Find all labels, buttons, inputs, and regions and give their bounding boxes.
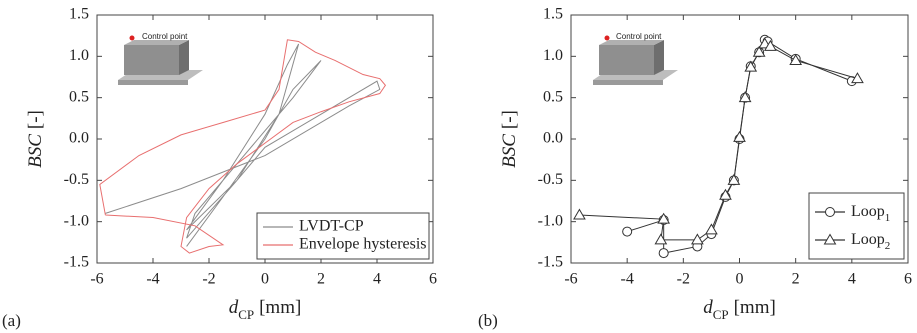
x-label-unit: [mm]: [734, 297, 776, 318]
page: -6 -4 -2 0 2 4 6 -1.5 -1.0 -0.5 0.0 0.5 1.0 1.5 Contro…: [0, 0, 917, 333]
y-tick-label: 1.5: [543, 6, 563, 23]
x-tick-label: 4: [848, 271, 856, 288]
y-tick-label: -1.0: [64, 212, 89, 229]
annotation: Control point: [142, 32, 188, 41]
marker: [655, 234, 666, 244]
legend-marker: [826, 208, 835, 217]
x-label-symbol: d: [703, 297, 713, 318]
x-tick-label: -4: [146, 271, 159, 288]
x-tick-label: -6: [564, 271, 577, 288]
y-tick-label: -0.5: [64, 171, 89, 188]
x-tick-label: 4: [373, 271, 381, 288]
panel-label: (b): [478, 311, 498, 330]
inset-icon: [593, 36, 678, 86]
y-tick-label: 1.0: [69, 47, 89, 64]
y-label-symbol: BSC: [25, 134, 46, 168]
marker: [692, 234, 703, 244]
y-tick-label: 0.0: [543, 130, 563, 147]
legend-label: Envelope hysteresis: [299, 236, 427, 253]
marker: [659, 249, 668, 258]
y-axis-label: BSC [-]: [499, 110, 520, 168]
panel-label: (a): [2, 311, 21, 330]
x-tick-label: 0: [736, 271, 744, 288]
y-tick-label: 1.0: [543, 47, 563, 64]
y-tick-label: -0.5: [538, 171, 563, 188]
x-label-subscript: CP: [713, 307, 729, 322]
x-tick-label: 6: [429, 271, 437, 288]
y-tick-label: -1.5: [538, 254, 563, 271]
marker: [623, 227, 632, 236]
x-axis-label: dCP [mm]: [229, 297, 302, 322]
x-axis-label: dCP [mm]: [703, 297, 776, 322]
figure: -6 -4 -2 0 2 4 6 -1.5 -1.0 -0.5 0.0 0.5 1.0 1.5 Contro…: [0, 0, 917, 333]
x-tick-label: 2: [317, 271, 325, 288]
x-tick-label: -6: [90, 271, 103, 288]
x-tick-label: -2: [677, 271, 690, 288]
y-tick-label: -1.0: [538, 212, 563, 229]
y-axis-label: BSC [-]: [25, 110, 46, 168]
x-tick-label: -4: [621, 271, 634, 288]
y-label-unit: [-]: [25, 110, 46, 129]
annotation: Control point: [616, 32, 662, 41]
legend-label: LVDT-CP: [299, 218, 364, 235]
x-tick-label: -2: [202, 271, 215, 288]
x-tick-label: 0: [261, 271, 269, 288]
x-tick-label: 2: [792, 271, 800, 288]
y-label-symbol: BSC: [499, 134, 520, 168]
y-tick-label: 0.5: [543, 88, 563, 105]
x-label-subscript: CP: [238, 307, 254, 322]
y-label-unit: [-]: [499, 110, 520, 129]
y-tick-label: 1.5: [69, 6, 89, 23]
y-tick-label: 0.5: [69, 88, 89, 105]
marker: [706, 224, 717, 234]
y-tick-label: 0.0: [69, 130, 89, 147]
x-label-symbol: d: [229, 297, 239, 318]
y-tick-label: -1.5: [64, 254, 89, 271]
x-label-unit: [mm]: [259, 297, 301, 318]
marker: [574, 210, 585, 220]
inset-icon: [118, 36, 203, 86]
x-tick-label: 6: [904, 271, 912, 288]
